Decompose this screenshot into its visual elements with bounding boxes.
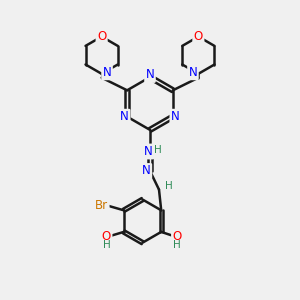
Text: N: N: [189, 66, 197, 79]
Text: H: H: [103, 240, 110, 250]
Text: N: N: [146, 68, 154, 82]
Text: O: O: [97, 30, 106, 43]
Text: N: N: [142, 164, 151, 178]
Text: H: H: [173, 240, 181, 250]
Text: O: O: [194, 30, 203, 43]
Text: N: N: [171, 110, 180, 123]
Text: H: H: [165, 181, 172, 191]
Text: N: N: [144, 145, 153, 158]
Text: N: N: [103, 66, 111, 79]
Text: N: N: [120, 110, 129, 123]
Text: H: H: [154, 145, 161, 155]
Text: O: O: [102, 230, 111, 243]
Text: Br: Br: [95, 199, 108, 212]
Text: O: O: [172, 230, 182, 243]
